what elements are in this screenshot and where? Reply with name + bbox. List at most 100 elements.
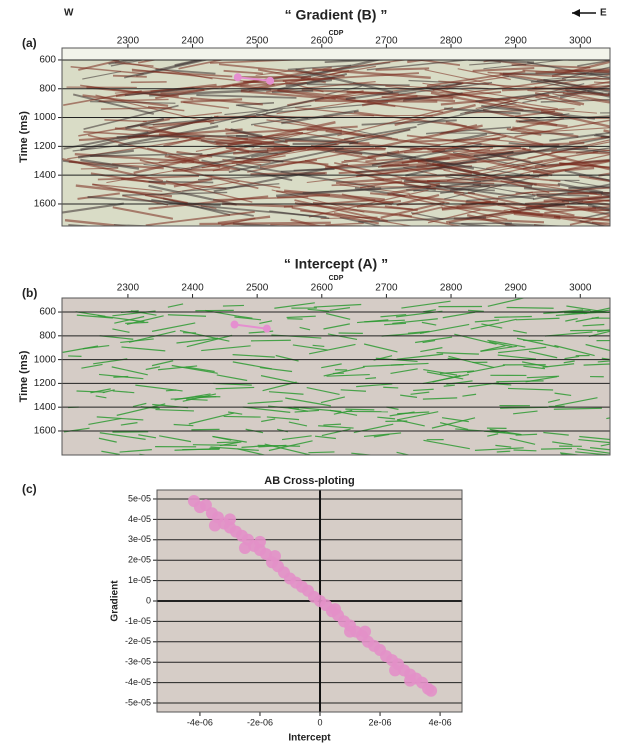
streak: [401, 300, 451, 309]
streak: [233, 147, 306, 155]
x-tick-label: 2300: [117, 36, 140, 47]
streak: [148, 105, 185, 112]
streak: [284, 189, 385, 201]
streak: [394, 103, 476, 127]
x-tick-label: 2800: [440, 283, 463, 294]
streak: [145, 210, 255, 226]
streak: [62, 345, 99, 353]
y-tick-label: 1e-05: [128, 575, 151, 585]
streak: [227, 121, 336, 147]
streak: [554, 397, 598, 407]
streak: [291, 206, 379, 225]
streak: [407, 330, 430, 334]
streak: [215, 386, 255, 390]
streak: [287, 64, 352, 71]
chart-title: AB Cross-ploting: [264, 475, 354, 487]
streak: [199, 221, 331, 226]
streak: [304, 159, 405, 185]
streak: [167, 303, 184, 308]
streak: [554, 69, 610, 74]
streak: [396, 419, 425, 427]
streak: [432, 374, 461, 383]
streak: [547, 398, 560, 403]
streak: [593, 81, 610, 84]
y-axis-label: Time (ms): [18, 111, 30, 163]
streak: [365, 157, 403, 163]
streak: [266, 81, 376, 93]
streak: [136, 58, 211, 77]
streak: [180, 98, 243, 104]
streak: [99, 432, 146, 440]
streak: [98, 437, 117, 443]
streak: [472, 183, 610, 209]
streak: [495, 444, 512, 448]
x-tick-label: 2900: [505, 36, 528, 47]
x-tick-label: 2600: [311, 283, 334, 294]
streak: [507, 387, 554, 391]
streak: [308, 451, 335, 454]
streak: [216, 140, 275, 145]
streak: [90, 388, 111, 394]
streak: [207, 154, 284, 163]
streak: [299, 326, 311, 331]
streak: [313, 303, 362, 308]
streak: [374, 124, 483, 149]
y-tick-label: 3e-05: [128, 534, 151, 544]
x-tick-label: 2400: [181, 36, 204, 47]
streak: [439, 124, 478, 135]
streak: [513, 449, 537, 452]
point: [359, 625, 372, 638]
streak: [582, 323, 605, 327]
streak: [481, 323, 503, 329]
streak: [526, 375, 560, 379]
streak: [474, 319, 500, 323]
streak: [457, 68, 511, 81]
streak: [160, 180, 240, 196]
streak: [375, 67, 430, 71]
streak: [151, 360, 174, 367]
streak: [384, 205, 418, 212]
streak: [371, 143, 482, 167]
streak: [587, 208, 610, 211]
streak: [209, 97, 324, 125]
streak: [448, 355, 495, 369]
streak: [139, 159, 259, 190]
streak: [535, 96, 581, 106]
west-label: W: [64, 8, 74, 19]
streak: [475, 99, 519, 110]
streak: [528, 350, 558, 359]
streak: [186, 334, 233, 348]
streak: [564, 179, 610, 189]
streak: [413, 388, 434, 392]
streak: [241, 445, 266, 448]
streak: [327, 333, 358, 341]
streak: [68, 224, 96, 226]
y-tick-label: 800: [39, 83, 56, 94]
x-tick-label: 2700: [375, 283, 398, 294]
streak: [184, 148, 315, 171]
streak: [534, 91, 585, 106]
x-tick-label: 3000: [569, 36, 592, 47]
streak: [542, 363, 575, 368]
streak: [487, 298, 526, 307]
streak: [532, 166, 595, 174]
streak: [411, 206, 443, 216]
streak: [128, 330, 176, 343]
streak: [323, 366, 365, 377]
streak: [383, 386, 399, 389]
streak: [106, 165, 200, 184]
streak: [540, 110, 610, 128]
plot-frame: [156, 489, 463, 713]
streak: [292, 344, 328, 351]
streak: [325, 85, 362, 96]
streak: [119, 449, 152, 453]
y-tick-label: 600: [39, 55, 56, 66]
streak: [266, 416, 300, 421]
streak: [335, 150, 416, 159]
streak: [440, 184, 490, 195]
streak: [536, 73, 610, 81]
streak: [500, 180, 550, 194]
streak: [581, 211, 610, 219]
y-tick-label: 1400: [34, 402, 57, 413]
streak: [389, 411, 415, 417]
